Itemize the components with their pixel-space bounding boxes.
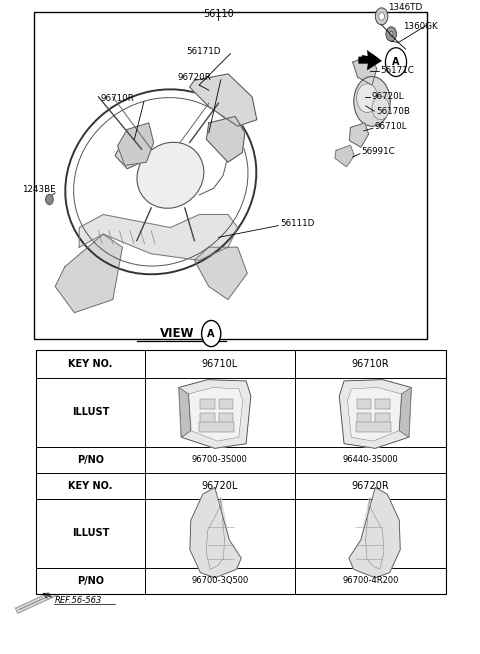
Polygon shape [190,487,241,578]
Text: 56991C: 56991C [361,147,395,156]
Text: 96710L: 96710L [374,122,407,131]
Circle shape [372,96,389,120]
Bar [201,413,215,424]
Polygon shape [339,379,411,449]
Text: 96440-3S000: 96440-3S000 [343,455,398,464]
Text: 1243BE: 1243BE [22,185,55,194]
Bar [34,12,427,339]
Bar [201,398,215,409]
Polygon shape [179,379,251,449]
Text: 96720L: 96720L [202,481,238,491]
Bar [375,398,390,409]
Text: 1346TD: 1346TD [388,3,423,12]
Bar [36,350,446,594]
Bar [219,398,233,409]
Text: A: A [392,57,400,67]
Polygon shape [179,387,191,437]
Polygon shape [349,487,400,578]
Circle shape [354,77,390,126]
Circle shape [357,84,378,112]
Text: 96720L: 96720L [371,92,404,101]
Bar [219,413,233,424]
Polygon shape [359,50,382,70]
Polygon shape [55,234,122,313]
Ellipse shape [137,143,204,208]
Text: 56110: 56110 [203,9,234,20]
Text: 96720R: 96720R [177,73,211,82]
Bar [356,422,391,432]
Polygon shape [190,74,257,126]
Text: 96710R: 96710R [100,94,134,103]
Bar [357,413,372,424]
Polygon shape [118,123,154,165]
Text: 1360GK: 1360GK [403,22,437,31]
Text: A: A [207,328,215,339]
Bar [357,398,372,409]
Text: 96700-3Q500: 96700-3Q500 [191,576,248,585]
Polygon shape [349,123,369,147]
Polygon shape [206,116,245,162]
Text: KEY NO.: KEY NO. [68,359,113,369]
Bar [375,413,390,424]
Circle shape [375,8,388,25]
Polygon shape [79,215,238,260]
Text: 56171C: 56171C [381,66,415,75]
Text: ILLUST: ILLUST [72,528,109,538]
Circle shape [379,12,384,20]
Polygon shape [335,145,354,167]
Circle shape [386,27,396,41]
Text: P/NO: P/NO [77,576,104,586]
Text: 56171D: 56171D [186,47,221,56]
Polygon shape [189,387,243,441]
Polygon shape [353,56,377,85]
Text: 56170B: 56170B [376,107,410,116]
Circle shape [46,194,53,205]
Polygon shape [194,247,247,300]
Circle shape [202,320,221,347]
Polygon shape [399,387,411,437]
Text: 96720R: 96720R [352,481,389,491]
Text: 96700-3S000: 96700-3S000 [192,455,248,464]
Text: ILLUST: ILLUST [72,407,109,417]
Polygon shape [115,136,144,169]
Text: REF.56-563: REF.56-563 [55,596,103,605]
Text: VIEW: VIEW [160,327,195,340]
Text: P/NO: P/NO [77,455,104,465]
Text: 56111D: 56111D [280,219,314,228]
Bar [200,422,234,432]
Text: 96710R: 96710R [352,359,389,369]
Circle shape [389,31,393,37]
Polygon shape [348,387,402,441]
Text: 96700-4R200: 96700-4R200 [342,576,399,585]
Text: KEY NO.: KEY NO. [68,481,113,491]
Text: 96710L: 96710L [202,359,238,369]
Circle shape [385,48,407,77]
